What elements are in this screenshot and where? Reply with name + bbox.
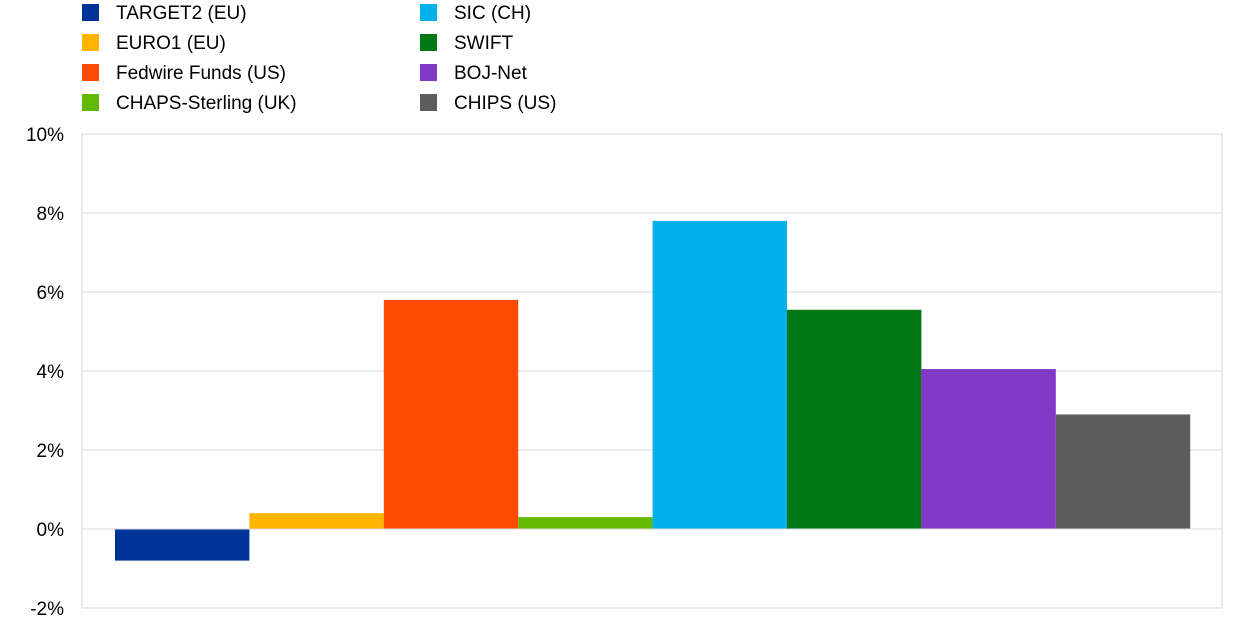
legend-swatch: [420, 94, 437, 111]
legend-swatch: [82, 4, 99, 21]
legend-label: TARGET2 (EU): [116, 3, 247, 24]
legend-label: SIC (CH): [454, 3, 531, 24]
legend: TARGET2 (EU) EURO1 (EU) Fedwire Funds (US)…: [82, 3, 556, 114]
bar-target2-eu: [115, 529, 250, 561]
legend-label: EURO1 (EU): [116, 33, 226, 54]
y-tick-label: 6%: [37, 283, 65, 304]
y-tick-label: 0%: [37, 520, 65, 541]
y-tick-label: 4%: [37, 362, 65, 383]
y-axis-tick-labels: -2% 0% 2% 4% 6% 8% 10%: [26, 125, 64, 620]
legend-label: Fedwire Funds (US): [116, 63, 286, 84]
legend-swatch: [420, 4, 437, 21]
legend-swatch: [82, 34, 99, 51]
y-tick-label: 10%: [26, 125, 64, 146]
y-tick-label: 2%: [37, 441, 65, 462]
legend-swatch: [82, 64, 99, 81]
legend-swatch: [420, 34, 437, 51]
bar-fedwire-funds-us: [383, 299, 519, 529]
legend-label: SWIFT: [454, 33, 513, 54]
y-tick-label: -2%: [30, 599, 64, 620]
legend-label: CHIPS (US): [454, 93, 556, 114]
bar-sic-ch: [652, 220, 787, 529]
bar-boj-net: [921, 369, 1056, 529]
bar-chaps-sterling-uk: [518, 517, 653, 529]
legend-label: CHAPS-Sterling (UK): [116, 93, 297, 114]
bar-chips-us: [1055, 414, 1191, 529]
plot-frame: [81, 133, 1223, 609]
legend-swatch: [82, 94, 99, 111]
bar-euro1-eu: [249, 513, 384, 529]
bar-swift: [787, 309, 922, 529]
legend-label: BOJ-Net: [454, 63, 528, 84]
bars: [115, 220, 1191, 561]
legend-swatch: [420, 64, 437, 81]
y-tick-label: 8%: [37, 204, 65, 225]
